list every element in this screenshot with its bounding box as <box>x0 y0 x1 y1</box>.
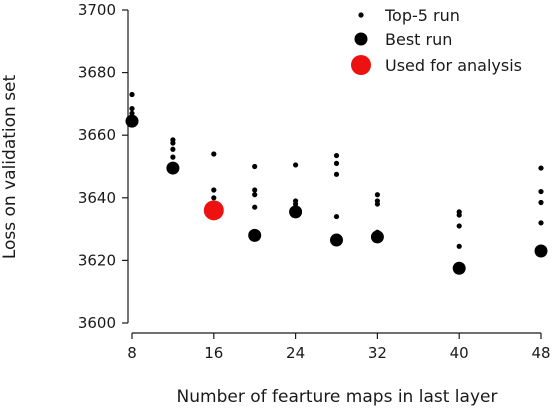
data-point <box>456 212 462 218</box>
data-point <box>452 261 466 275</box>
y-tick-label: 3640 <box>78 189 116 207</box>
x-tick-label: 8 <box>127 344 137 362</box>
legend-marker <box>354 32 368 46</box>
y-tick-label: 3620 <box>78 251 116 269</box>
x-axis: 8 16 24 32 40 48 <box>127 332 551 362</box>
x-tick-label: 24 <box>286 344 305 362</box>
legend-label: Best run <box>385 30 452 49</box>
data-point <box>129 105 135 112</box>
legend: Top-5 run Best run Used for analysis <box>351 6 522 75</box>
series-1 <box>129 91 544 249</box>
legend-label: Used for analysis <box>385 56 522 75</box>
data-point <box>170 146 176 152</box>
series-3 <box>203 200 224 221</box>
data-point <box>252 204 258 210</box>
x-tick-label: 48 <box>531 344 550 362</box>
data-point <box>252 163 258 170</box>
y-axis-label: Loss on validation set <box>0 74 20 259</box>
data-point <box>129 91 135 98</box>
data-point <box>252 187 258 193</box>
legend-marker <box>358 12 364 18</box>
data-point <box>211 195 217 201</box>
data-points <box>125 91 548 275</box>
data-point <box>203 200 224 221</box>
data-point <box>374 192 380 198</box>
data-point <box>538 220 544 226</box>
data-point <box>538 199 544 206</box>
y-tick-label: 3600 <box>78 314 116 332</box>
data-point <box>166 161 180 175</box>
data-point <box>333 171 340 177</box>
data-point <box>211 151 217 157</box>
y-tick-label: 3660 <box>78 126 116 144</box>
series-2 <box>125 114 548 275</box>
y-axis: 3600 3620 3640 3660 3680 3700 <box>78 1 129 332</box>
data-point <box>538 165 544 171</box>
data-point <box>456 223 462 229</box>
data-point <box>333 152 340 159</box>
legend-marker <box>351 55 371 75</box>
data-point <box>538 188 544 195</box>
data-point <box>211 187 217 193</box>
data-point <box>330 233 343 247</box>
data-point <box>370 230 384 244</box>
x-axis-label: Number of fearture maps in last layer <box>177 387 498 407</box>
data-point <box>374 201 380 207</box>
y-tick-label: 3700 <box>78 1 116 19</box>
data-point <box>293 162 299 168</box>
x-tick-label: 16 <box>204 344 223 362</box>
data-point <box>252 192 258 198</box>
data-point <box>456 243 462 249</box>
data-point <box>170 154 176 160</box>
data-point <box>333 160 340 166</box>
x-tick-label: 32 <box>368 344 387 362</box>
data-point <box>170 140 176 146</box>
data-point <box>333 213 340 220</box>
data-point <box>289 205 303 219</box>
y-tick-label: 3680 <box>78 64 116 82</box>
x-tick-label: 40 <box>450 344 469 362</box>
data-point <box>534 244 548 258</box>
data-point <box>125 114 139 128</box>
data-point <box>248 228 262 242</box>
legend-label: Top-5 run <box>384 6 460 25</box>
